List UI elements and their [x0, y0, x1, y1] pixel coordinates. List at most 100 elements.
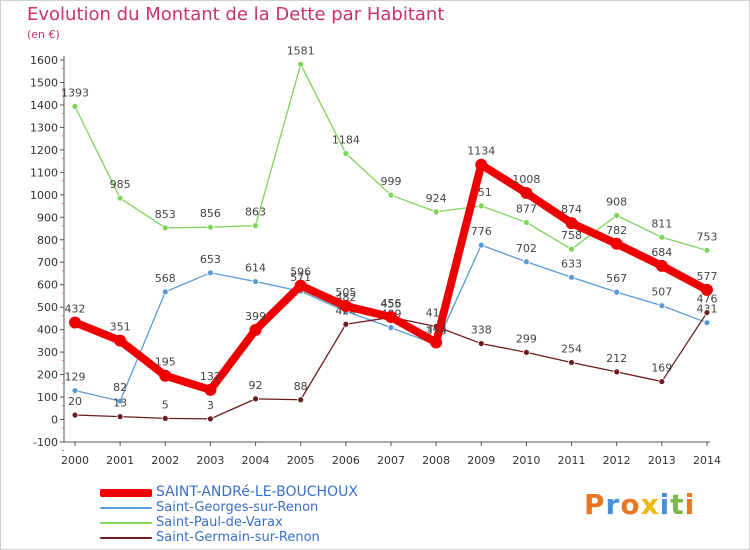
legend-item: Saint-Georges-sur-Renon — [100, 500, 420, 515]
data-point — [252, 395, 259, 403]
legend-swatch — [100, 489, 152, 497]
data-point — [294, 279, 307, 292]
data-label: 596 — [290, 266, 311, 279]
data-label: 455 — [380, 297, 401, 310]
data-point — [387, 324, 395, 332]
data-label: 13 — [113, 397, 127, 410]
data-label: 299 — [516, 332, 537, 345]
chart-legend: SAINT-ANDRé-LE-BOUCHOUX Saint-Georges-su… — [100, 485, 420, 545]
data-point — [342, 320, 350, 328]
data-label: 343 — [426, 322, 447, 335]
data-label: 456 — [380, 297, 401, 310]
data-point — [658, 302, 666, 310]
y-tick-label: 1200 — [30, 144, 58, 157]
x-tick-label: 2001 — [106, 454, 134, 467]
data-label: 571 — [290, 271, 311, 284]
legend-item: Saint-Germain-sur-Renon — [100, 530, 420, 545]
data-label: 758 — [561, 229, 582, 242]
x-tick-label: 2006 — [332, 454, 360, 467]
x-tick-label: 2013 — [648, 454, 676, 467]
data-point — [523, 348, 530, 356]
x-tick-label: 2002 — [151, 454, 179, 467]
logo-letter: o — [620, 488, 641, 521]
data-label: 633 — [561, 257, 582, 270]
data-label: 20 — [68, 395, 82, 408]
data-label: 874 — [561, 203, 582, 216]
data-label: 1393 — [61, 87, 89, 100]
data-point — [387, 191, 395, 199]
data-point — [613, 288, 621, 296]
y-tick-label: 700 — [37, 256, 58, 269]
y-tick-label: 400 — [37, 324, 58, 337]
x-tick-label: 2012 — [603, 454, 631, 467]
data-label: 577 — [696, 270, 717, 283]
data-point — [207, 415, 214, 423]
data-label: 811 — [651, 217, 672, 230]
data-label: 702 — [516, 242, 537, 255]
data-point — [159, 369, 172, 382]
data-point — [384, 311, 397, 324]
y-tick-label: 800 — [37, 234, 58, 247]
legend-label: SAINT-ANDRé-LE-BOUCHOUX — [156, 484, 358, 500]
y-tick-label: 200 — [37, 369, 58, 382]
legend-label: Saint-Paul-de-Varax — [156, 515, 283, 530]
logo-letter: x — [640, 488, 660, 521]
y-tick-label: 100 — [37, 391, 58, 404]
x-tick-label: 2014 — [693, 454, 721, 467]
data-label: 507 — [651, 286, 672, 299]
data-point — [116, 194, 124, 202]
data-point — [116, 397, 124, 405]
data-point — [430, 336, 443, 349]
data-point — [658, 378, 666, 385]
data-point — [342, 150, 350, 157]
x-tick-label: 2005 — [287, 454, 315, 467]
data-point — [161, 415, 169, 422]
data-point — [613, 368, 621, 376]
data-label: 132 — [200, 370, 221, 383]
data-point — [432, 208, 440, 216]
data-label: 1008 — [512, 173, 540, 186]
logo-letter: i — [684, 488, 696, 521]
data-label: 567 — [606, 272, 627, 285]
data-point — [703, 319, 711, 327]
y-tick-label: 1300 — [30, 121, 58, 134]
x-tick-label: 2011 — [558, 454, 586, 467]
data-point — [252, 278, 259, 285]
data-label: 782 — [606, 224, 627, 237]
data-label: 853 — [155, 208, 176, 221]
data-label: 212 — [606, 352, 627, 365]
data-point — [114, 334, 127, 347]
data-label: 476 — [696, 293, 717, 306]
data-label: 505 — [335, 286, 356, 299]
logo-letter: t — [670, 488, 685, 521]
data-point — [658, 233, 666, 241]
data-point — [249, 323, 262, 336]
x-tick-label: 2007 — [377, 454, 405, 467]
data-point — [703, 246, 711, 254]
data-label: 653 — [200, 253, 221, 266]
data-point — [523, 258, 530, 266]
data-point — [161, 288, 169, 296]
legend-label: Saint-Germain-sur-Renon — [156, 530, 320, 545]
data-label: 5 — [162, 398, 169, 411]
data-label: 254 — [561, 342, 582, 355]
data-label: 92 — [249, 379, 263, 392]
x-tick-label: 2010 — [512, 454, 540, 467]
data-point — [523, 219, 530, 226]
data-label: 908 — [606, 195, 627, 208]
data-label: 169 — [651, 362, 672, 375]
data-point — [655, 259, 668, 272]
y-tick-label: 1100 — [30, 166, 58, 179]
legend-swatch — [100, 537, 152, 539]
y-tick-label: 600 — [37, 279, 58, 292]
data-label: 351 — [110, 321, 131, 334]
data-point — [477, 202, 485, 210]
chart-title: Evolution du Montant de la Dette par Hab… — [27, 4, 445, 25]
logo-letter: r — [605, 488, 621, 521]
y-tick-label: 0 — [51, 414, 58, 427]
y-tick-label: 1600 — [30, 54, 58, 67]
data-point — [477, 241, 485, 249]
data-label: 753 — [696, 230, 717, 243]
